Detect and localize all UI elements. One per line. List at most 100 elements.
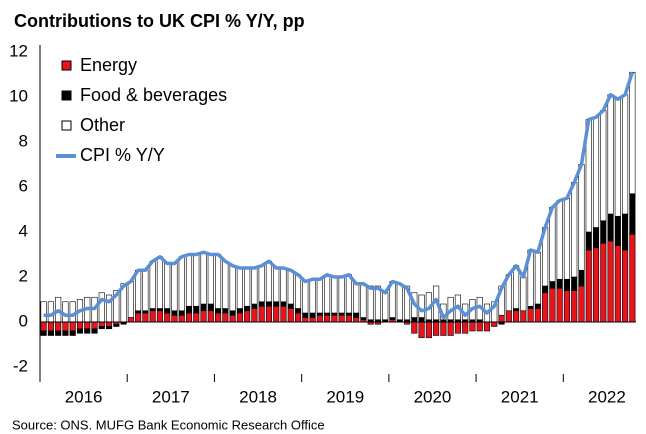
bar-segment (534, 251, 541, 305)
bar-segment (200, 251, 207, 305)
bar-segment (600, 110, 607, 222)
bar-segment (69, 321, 76, 332)
bar-segment (338, 276, 345, 314)
bar-segment (287, 308, 294, 323)
bar-segment (178, 310, 185, 316)
bar-segment (418, 321, 425, 339)
bar-segment (171, 310, 178, 316)
legend-swatch (61, 60, 72, 71)
bar-segment (207, 310, 214, 323)
bar-segment (592, 247, 600, 323)
bar-segment (556, 287, 563, 323)
bar-segment (513, 265, 520, 309)
y-tick-label: 8 (19, 131, 28, 150)
legend-swatch (61, 90, 72, 101)
bar-segment (265, 301, 273, 307)
bar-segment (156, 256, 163, 309)
bar-segment (571, 276, 578, 291)
bar-segment (447, 321, 454, 336)
bar-segment (127, 317, 134, 323)
bar-segment (280, 305, 287, 323)
bar-segment (215, 312, 222, 323)
bar-segment (549, 287, 556, 323)
cpi-line (43, 71, 635, 320)
bar-segment (244, 305, 251, 312)
bar-segment (47, 301, 54, 323)
bar-segment (425, 321, 432, 339)
bar-segment (113, 323, 120, 327)
legend-label: Food & beverages (80, 85, 227, 105)
bar-segment (563, 290, 571, 323)
bar-segment (215, 254, 222, 309)
bar-segment (353, 317, 360, 323)
bar-segment (91, 321, 98, 330)
bar-segment (614, 98, 621, 217)
bar-segment (287, 303, 294, 309)
bar-segment (331, 312, 338, 316)
bar-segment (360, 317, 367, 321)
bar-segment (76, 328, 84, 334)
bar-segment (40, 330, 47, 336)
bar-segment (316, 278, 323, 314)
bar-segment (40, 301, 47, 323)
x-tick-label: 2021 (501, 387, 539, 406)
bar-segment (193, 312, 200, 323)
bar-segment (294, 312, 302, 323)
bar-segment (280, 301, 287, 307)
bar-segment (142, 310, 149, 314)
bar-segment (156, 308, 163, 312)
y-tick-label: 4 (19, 221, 28, 240)
bar-segment (98, 321, 105, 327)
bar-segment (563, 197, 571, 280)
bar-segment (592, 227, 600, 249)
bar-segment (571, 182, 578, 278)
legend-label: Other (80, 115, 125, 135)
bar-segment (135, 310, 142, 314)
y-tick-label: 12 (9, 41, 28, 60)
bar-segment (98, 292, 105, 323)
bar-segment (251, 303, 258, 309)
bar-segment (614, 245, 621, 323)
bar-segment (578, 285, 585, 323)
bar-segment (302, 281, 309, 314)
y-tick-label: 10 (9, 86, 28, 105)
x-tick-label: 2022 (588, 387, 626, 406)
bar-segment (294, 308, 302, 314)
x-tick-label: 2020 (414, 387, 452, 406)
bar-segment (98, 326, 105, 330)
bar-segment (69, 330, 76, 336)
y-tick-label: -2 (13, 356, 28, 375)
bar-segment (287, 269, 294, 305)
bar-segment (273, 267, 280, 303)
bar-segment (578, 269, 585, 287)
bar-segment (353, 312, 360, 318)
legend-swatch (61, 120, 72, 131)
bar-segment (629, 71, 636, 195)
bar-segment (614, 215, 621, 246)
bar-segment (236, 308, 243, 314)
bar-segment (607, 213, 614, 242)
bar-segment (142, 312, 149, 323)
bar-segment (345, 274, 352, 314)
bar-segment (483, 321, 491, 332)
bar-segment (338, 314, 345, 323)
bar-segment (178, 256, 185, 312)
bar-segment (258, 301, 265, 307)
bar-segment (47, 330, 54, 336)
bar-segment (345, 314, 352, 323)
bar-segment (149, 260, 156, 309)
bar-segment (513, 308, 520, 312)
bar-segment (585, 249, 592, 323)
bar-segment (534, 308, 541, 323)
bar-segment (622, 94, 629, 215)
bar-segment (294, 274, 302, 309)
bar-segment (105, 326, 113, 330)
bar-segment (513, 310, 520, 323)
bar-segment (273, 305, 280, 323)
bar-segment (229, 314, 236, 323)
bar-segment (236, 312, 243, 323)
bar-segment (367, 285, 374, 321)
bar-segment (600, 220, 607, 244)
bar-segment (200, 303, 207, 312)
bar-segment (222, 260, 229, 309)
